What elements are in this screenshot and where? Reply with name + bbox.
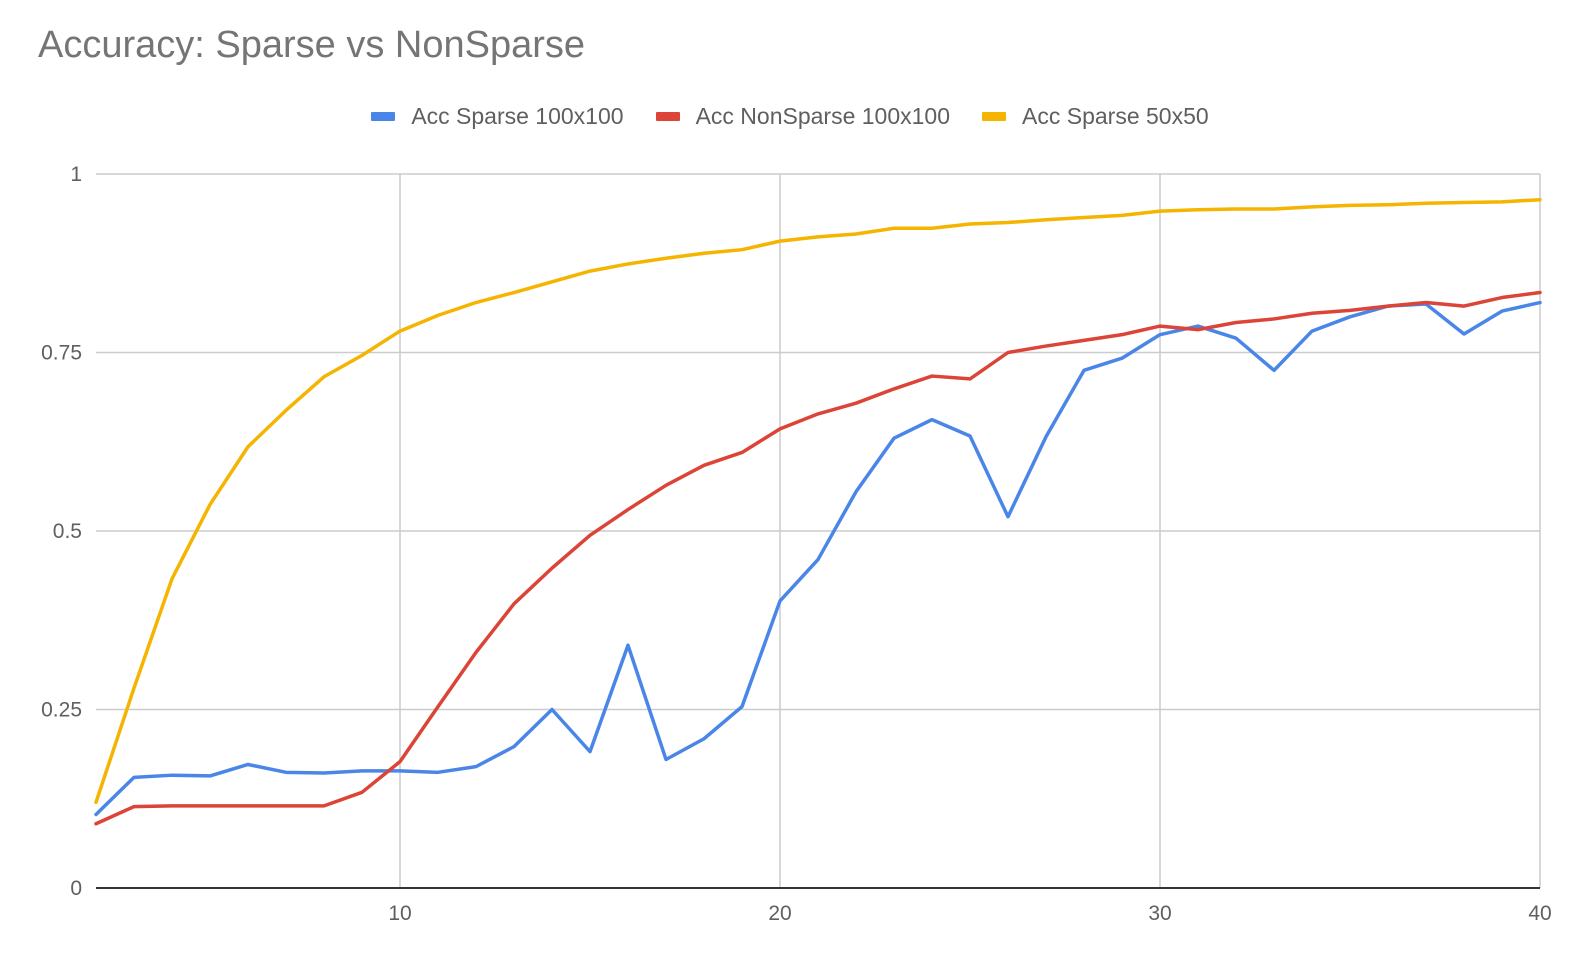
series-line-acc-sparse-50x50[interactable] [94,197,1542,805]
x-tick-label: 30 [1148,902,1171,925]
x-tick-label: 10 [388,902,411,925]
y-tick-label: 1 [70,163,82,186]
y-tick-label: 0 [70,877,82,900]
series-line-acc-sparse-100x100[interactable] [94,300,1542,817]
legend-item-acc-sparse-100x100[interactable]: Acc Sparse 100x100 [371,102,624,130]
legend-swatch-acc-sparse-100x100 [371,111,396,121]
legend-label-acc-sparse-50x50: Acc Sparse 50x50 [1022,102,1209,129]
legend: Acc Sparse 100x100 Acc NonSparse 100x100… [0,98,1580,134]
series-line-acc-nonsparse-100x100[interactable] [94,290,1542,826]
chart-title: Accuracy: Sparse vs NonSparse [38,24,586,66]
legend-swatch-acc-nonsparse-100x100 [655,111,680,121]
y-tick-label: 0.25 [41,699,82,722]
x-tick-label: 20 [768,902,791,925]
y-tick-label: 0.75 [41,342,82,365]
legend-swatch-acc-sparse-50x50 [982,111,1006,121]
legend-label-acc-nonsparse-100x100: Acc NonSparse 100x100 [695,102,950,129]
legend-label-acc-sparse-100x100: Acc Sparse 100x100 [411,102,624,129]
legend-item-acc-nonsparse-100x100[interactable]: Acc NonSparse 100x100 [655,102,950,130]
legend-item-acc-sparse-50x50[interactable]: Acc Sparse 50x50 [982,103,1209,130]
x-tick-label: 40 [1528,902,1551,925]
y-tick-label: 0.5 [53,520,82,543]
